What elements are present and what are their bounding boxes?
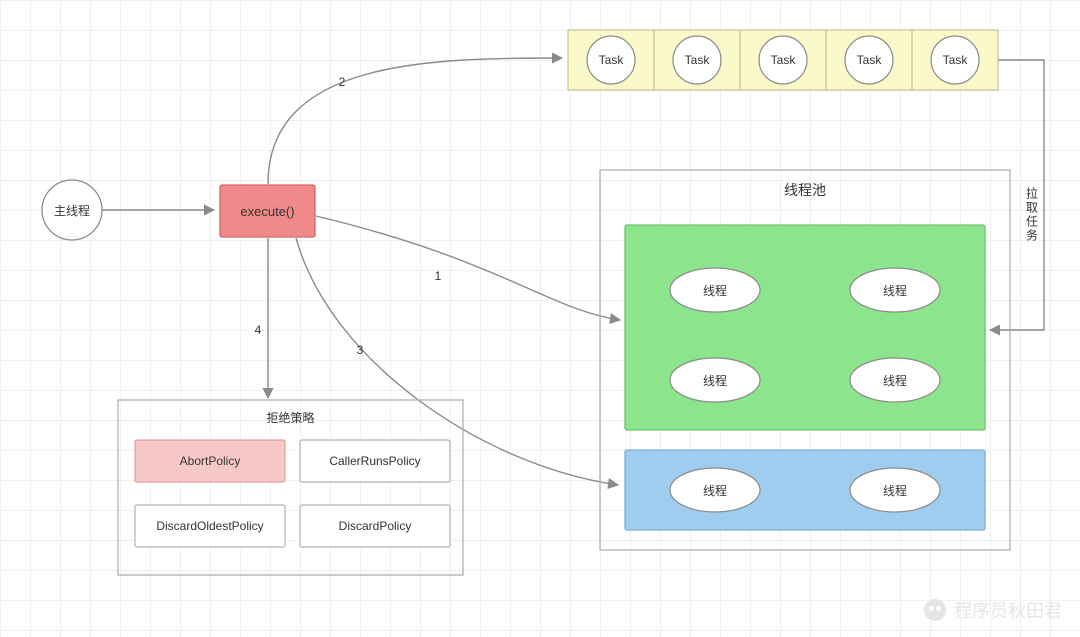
task-circle [759, 36, 807, 84]
thread-ellipse [850, 468, 940, 512]
wechat-icon [924, 599, 946, 621]
reject-policy [300, 440, 450, 482]
edge-queue-to-pool [990, 60, 1044, 330]
execute-box [220, 185, 315, 237]
core-pool [625, 225, 985, 430]
reject-policy [135, 440, 285, 482]
thread-ellipse [670, 358, 760, 402]
reject-policy [135, 505, 285, 547]
thread-ellipse [670, 268, 760, 312]
reject-container [118, 400, 463, 575]
diagram-svg [0, 0, 1080, 637]
task-circle [587, 36, 635, 84]
task-circle [931, 36, 979, 84]
watermark-text: 程序员秋田君 [954, 597, 1062, 623]
task-circle [845, 36, 893, 84]
watermark: 程序员秋田君 [924, 597, 1062, 623]
main-thread [42, 180, 102, 240]
task-circle [673, 36, 721, 84]
edge-edge-1 [316, 216, 620, 320]
thread-ellipse [850, 268, 940, 312]
thread-ellipse [670, 468, 760, 512]
thread-ellipse [850, 358, 940, 402]
edge-edge-2 [268, 58, 562, 184]
reject-policy [300, 505, 450, 547]
